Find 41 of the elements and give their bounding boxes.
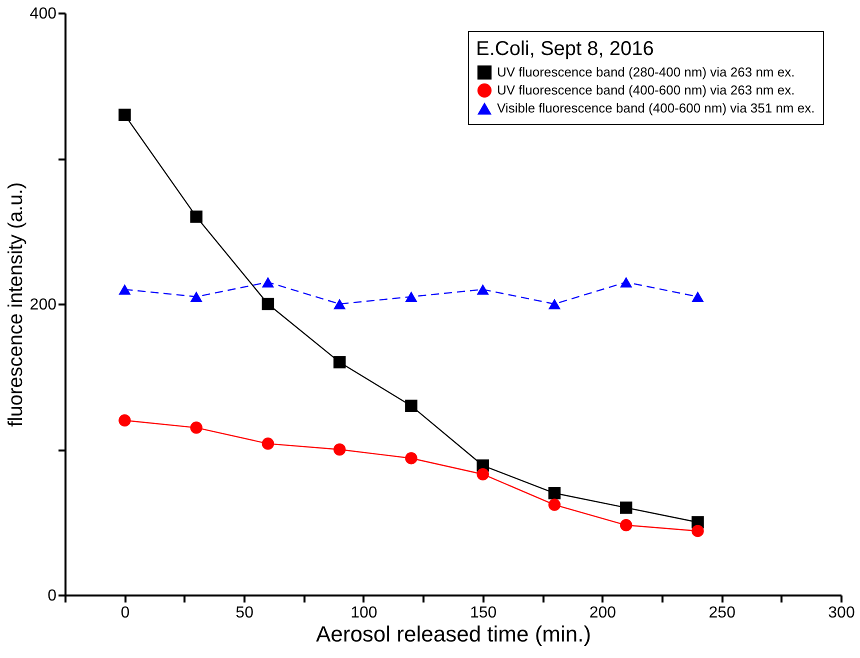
point: [692, 291, 704, 302]
x-tick-label: 150: [470, 604, 497, 622]
legend-label: Visible fluorescence band (400-600 nm) via 351 nm ex.: [497, 100, 815, 116]
point: [548, 298, 561, 310]
point: [333, 356, 346, 368]
y-axis-title: fluorescence intensity (a.u.): [4, 182, 27, 427]
point: [620, 276, 632, 288]
point: [118, 414, 131, 427]
x-tick-label: 200: [589, 604, 616, 622]
point: [476, 284, 489, 295]
y-tick-label: 200: [30, 296, 57, 314]
point: [405, 452, 418, 464]
point: [118, 108, 131, 121]
point: [405, 291, 418, 302]
y-tick-label: 400: [30, 6, 57, 22]
legend-title: E.Coli, Sept 8, 2016: [476, 38, 654, 60]
x-tick-label: 250: [708, 604, 736, 622]
legend-label: UV fluorescence band (280-400 nm) via 263 nm ex.: [497, 64, 795, 80]
point: [333, 443, 346, 456]
x-tick-label: 300: [828, 604, 855, 622]
x-tick-label: 0: [120, 604, 130, 622]
point: [333, 298, 346, 310]
point: [262, 276, 274, 288]
y-tick-label: 0: [48, 588, 57, 604]
point: [190, 422, 202, 434]
point: [190, 291, 202, 302]
point: [476, 468, 489, 480]
point: [405, 400, 418, 412]
point: [118, 284, 131, 295]
x-tick-label: 100: [350, 604, 378, 622]
point: [548, 487, 561, 500]
x-axis-title: Aerosol released time (min.): [316, 622, 592, 646]
point: [620, 519, 632, 532]
point: [262, 438, 274, 450]
x-tick-label: 50: [236, 604, 254, 622]
point: [262, 298, 274, 310]
point: [620, 502, 632, 514]
point: [190, 210, 202, 223]
legend-label: UV fluorescence band (400-600 nm) via 263 nm ex.: [497, 82, 795, 98]
point: [548, 498, 561, 511]
point: [692, 524, 704, 538]
